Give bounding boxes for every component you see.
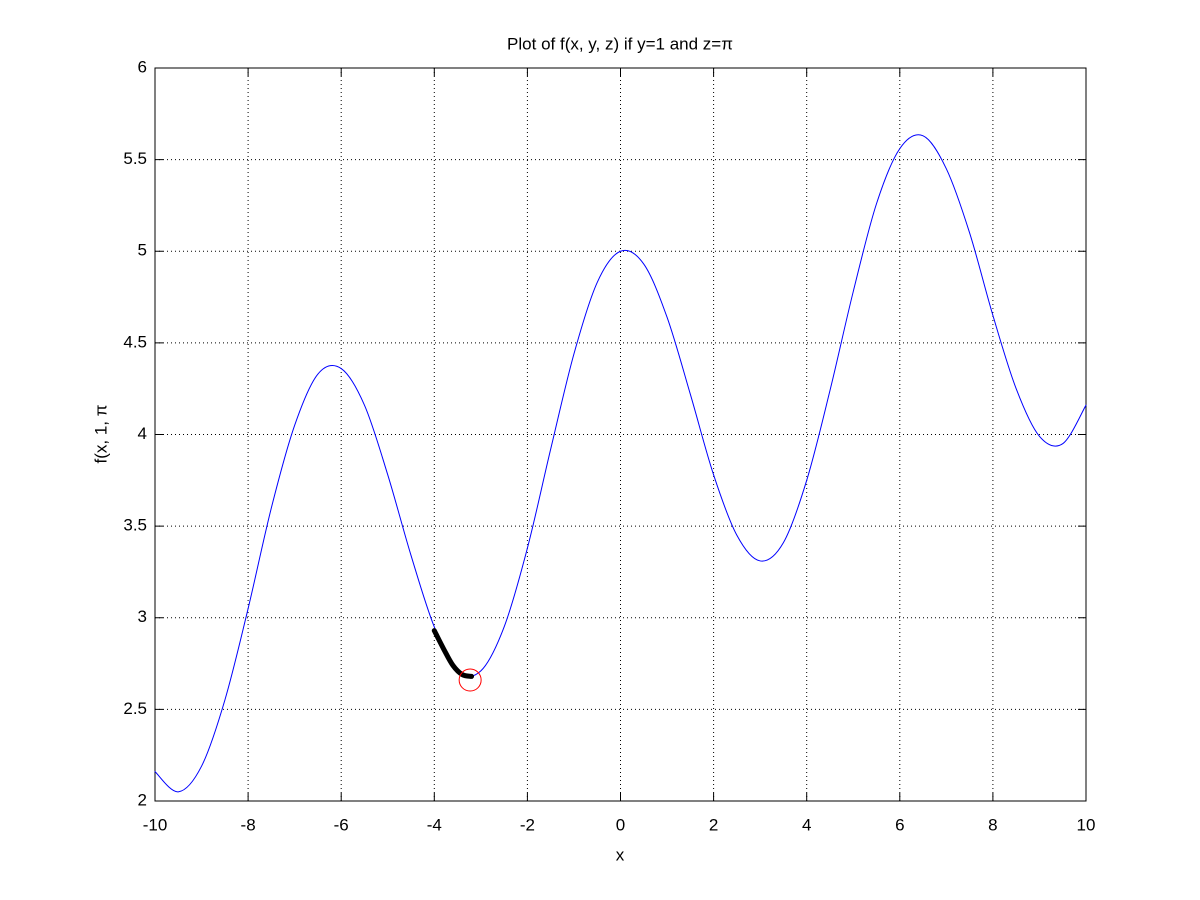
y-tick-label: 4.5 [123, 332, 147, 351]
y-tick-label: 3.5 [123, 516, 147, 535]
curve [154, 134, 1087, 793]
x-tick-label: -10 [143, 815, 168, 834]
x-tick-label: -6 [334, 815, 349, 834]
x-tick-label: -2 [520, 815, 535, 834]
x-tick-label: -8 [241, 815, 256, 834]
x-tick-label: 10 [1077, 815, 1096, 834]
curve [431, 628, 475, 679]
y-tick-label: 3 [138, 607, 147, 626]
y-tick-label: 4 [138, 424, 147, 443]
y-tick-label: 6 [138, 57, 147, 76]
y-tick-label: 2.5 [123, 699, 147, 718]
x-tick-label: 8 [988, 815, 997, 834]
x-tick-label: 0 [616, 815, 625, 834]
y-axis-label: f(x, 1, π [91, 405, 110, 464]
x-axis-label: x [616, 845, 625, 864]
x-tick-label: 4 [802, 815, 811, 834]
chart-title: Plot of f(x, y, z) if y=1 and z=π [507, 34, 733, 53]
y-tick-label: 5 [138, 241, 147, 260]
x-tick-label: 2 [709, 815, 718, 834]
y-tick-label: 5.5 [123, 149, 147, 168]
x-tick-label: 6 [895, 815, 904, 834]
x-tick-label: -4 [427, 815, 442, 834]
plot-frame [154, 67, 1087, 802]
y-tick-label: 2 [138, 790, 147, 809]
min-marker [458, 668, 482, 692]
